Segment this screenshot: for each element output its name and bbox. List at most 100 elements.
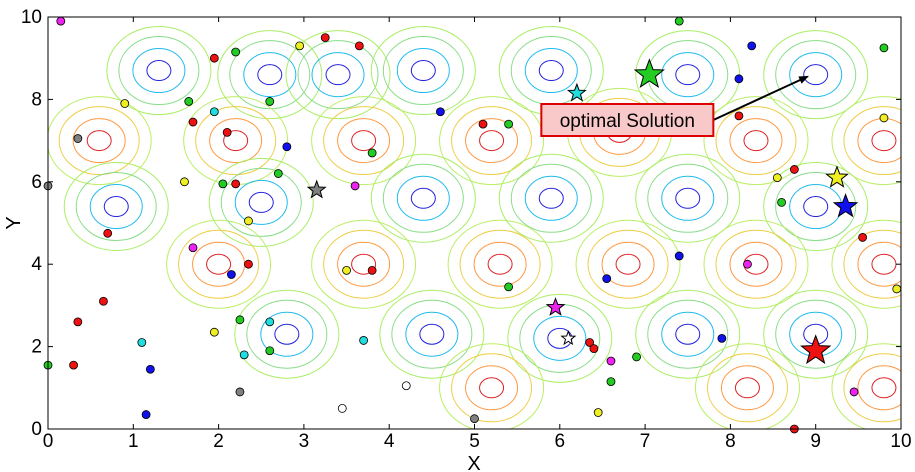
x-tick-label: 8 [725, 431, 736, 452]
contour-line [396, 175, 450, 221]
x-axis-label: X [467, 453, 480, 472]
x-tick-label: 7 [640, 431, 651, 452]
data-point [235, 387, 245, 397]
contour-line [337, 241, 391, 287]
contour-line [405, 311, 459, 357]
contour-line [206, 253, 232, 275]
contour-line [260, 311, 314, 357]
contour-line [831, 219, 901, 309]
contour-line [243, 52, 297, 98]
contour-line [72, 118, 126, 164]
data-point [244, 216, 253, 226]
data-point [231, 47, 241, 57]
contour-line [507, 293, 613, 383]
contour-line [715, 229, 797, 299]
data-point [789, 165, 799, 174]
contour-line [635, 289, 741, 379]
contour-line [208, 157, 314, 247]
contour-line [439, 96, 545, 186]
contour-line [635, 153, 741, 243]
contour-line [234, 289, 340, 379]
y-tick-label: 0 [31, 419, 42, 440]
contour-line [729, 118, 783, 164]
contour-line [351, 253, 377, 275]
contour-line [871, 253, 897, 275]
x-tick-label: 3 [299, 431, 310, 452]
contour-line [703, 219, 809, 309]
data-point [209, 53, 219, 63]
data-point [218, 179, 228, 189]
contour-line [831, 343, 901, 429]
contour-line [538, 60, 564, 82]
contour-line [391, 299, 473, 369]
contour-line [382, 36, 464, 106]
contour-line [871, 377, 897, 399]
contour-line [223, 130, 249, 152]
contour-line [675, 187, 701, 209]
data-point [606, 377, 616, 387]
contour-line [146, 60, 172, 82]
data-point [342, 265, 351, 275]
contour-line [234, 179, 288, 225]
y-tick-label: 6 [31, 172, 42, 193]
contour-line [706, 353, 788, 423]
contour-line [63, 162, 169, 252]
contour-line [351, 130, 377, 152]
contour-line [601, 241, 655, 287]
annotation-arrow [712, 75, 809, 121]
contour-line [831, 96, 901, 186]
contour-line [538, 187, 564, 209]
star-marker [566, 82, 587, 102]
data-point [367, 148, 377, 158]
data-point [73, 317, 83, 327]
contour-line [274, 323, 300, 345]
data-point [350, 181, 360, 191]
contour-line [524, 175, 578, 221]
data-point [222, 127, 232, 137]
data-point [235, 315, 245, 325]
contour-line [510, 163, 592, 233]
contour-line [775, 40, 857, 110]
contour-line [396, 48, 450, 94]
data-point [273, 169, 283, 178]
data-point [772, 173, 782, 183]
data-point [209, 107, 219, 117]
data-point [777, 197, 786, 207]
contour-line [647, 299, 729, 369]
data-point [585, 338, 595, 347]
star-markers [306, 58, 859, 365]
contour-line [587, 229, 669, 299]
annotation: optimal Solution [540, 75, 809, 137]
data-point [470, 414, 479, 424]
contour-line [451, 106, 533, 176]
data-point [184, 97, 194, 106]
contour-line [843, 106, 901, 176]
contour-line [775, 299, 857, 369]
contour-line [763, 289, 869, 379]
contour-line [661, 175, 715, 221]
data-point [137, 338, 147, 347]
x-axis-ticks: 0 1 2 3 4 5 6 7 8 9 10 [43, 17, 912, 452]
data-point [141, 410, 151, 419]
contour-line [86, 130, 112, 152]
contour-line [370, 153, 476, 243]
contour-line [675, 323, 701, 345]
contour-line [48, 96, 152, 186]
contour-line [75, 172, 157, 242]
data-point [120, 99, 130, 108]
data-point [747, 41, 757, 51]
data-point [674, 16, 684, 26]
data-point [244, 259, 253, 269]
contour-line [615, 253, 641, 275]
star-marker [545, 297, 566, 316]
contour-line [675, 64, 701, 86]
data-point [674, 251, 684, 261]
data-point [632, 352, 641, 362]
x-tick-label: 4 [384, 431, 395, 452]
contour-line [220, 167, 302, 237]
contour-line [575, 219, 681, 309]
plot-background [48, 17, 901, 429]
contour-line [89, 184, 143, 230]
x-tick-label: 9 [810, 431, 821, 452]
data-point [734, 74, 744, 84]
